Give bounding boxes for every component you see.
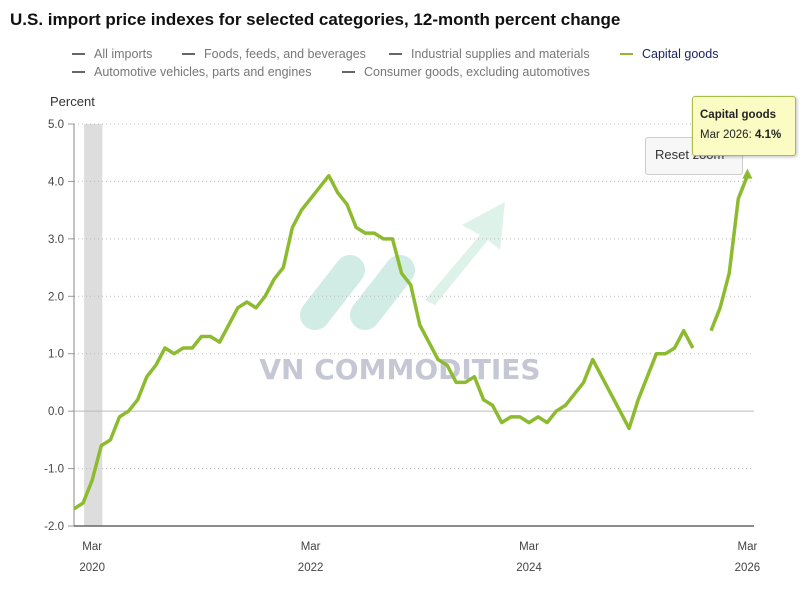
tooltip-value: 4.1%	[754, 129, 782, 141]
legend-item-consumer-goods[interactable]: Consumer goods, excluding automotives	[342, 65, 590, 79]
legend-label: All imports	[94, 47, 153, 61]
hover-marker	[742, 168, 753, 179]
legend-item-foods[interactable]: Foods, feeds, and beverages	[182, 47, 366, 61]
x-tick-year: 2026	[735, 562, 761, 574]
legend-item-capital-goods[interactable]: Capital goods	[620, 47, 718, 61]
x-tick-year: 2022	[298, 562, 324, 574]
legend-swatch	[342, 71, 355, 73]
legend-swatch	[620, 53, 633, 55]
tooltip-series: Capital goods	[700, 109, 777, 121]
recession-band	[84, 124, 103, 526]
legend-item-automotive[interactable]: Automotive vehicles, parts and engines	[72, 65, 312, 79]
y-tick-label: -2.0	[44, 521, 64, 533]
x-tick-month: Mar	[82, 541, 102, 553]
y-tick-label: 4.0	[48, 176, 64, 188]
legend-label: Industrial supplies and materials	[411, 47, 590, 61]
legend-label: Capital goods	[642, 47, 719, 61]
legend-label: Consumer goods, excluding automotives	[364, 65, 590, 79]
y-tick-label: 0.0	[48, 406, 64, 418]
legend-swatch	[72, 53, 85, 55]
y-tick-label: 3.0	[48, 234, 64, 246]
watermark-logo	[300, 202, 505, 330]
y-tick-label: -1.0	[44, 464, 64, 476]
x-tick-year: 2020	[79, 562, 105, 574]
watermark-text: VN COMMODITIES	[259, 353, 540, 386]
legend-swatch	[182, 53, 195, 55]
tooltip: Capital goods Mar 2026: 4.1%	[692, 96, 796, 156]
x-tick-month: Mar	[301, 541, 321, 553]
legend-item-all-imports[interactable]: All imports	[72, 47, 152, 61]
chart-title: U.S. import price indexes for selected c…	[10, 10, 621, 29]
y-tick-label: 5.0	[48, 119, 64, 131]
y-tick-label: 2.0	[48, 291, 64, 303]
series-line-capital-goods	[73, 173, 750, 511]
y-axis-label: Percent	[50, 94, 95, 109]
tooltip-value-row: Mar 2026: 4.1%	[700, 125, 788, 145]
x-tick-month: Mar	[737, 541, 757, 553]
legend-label: Foods, feeds, and beverages	[204, 47, 366, 61]
y-tick-label: 1.0	[48, 349, 64, 361]
tooltip-label: Mar 2026:	[700, 129, 755, 141]
legend-label: Automotive vehicles, parts and engines	[94, 65, 312, 79]
x-tick-month: Mar	[519, 541, 539, 553]
x-tick-year: 2024	[516, 562, 542, 574]
legend-swatch	[72, 71, 85, 73]
legend-item-industrial[interactable]: Industrial supplies and materials	[389, 47, 590, 61]
legend-swatch	[389, 53, 402, 55]
